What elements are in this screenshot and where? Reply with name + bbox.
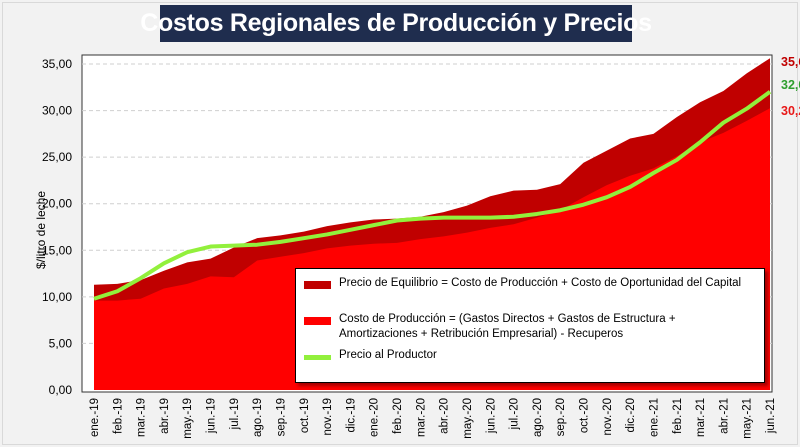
legend-label: Costo de Producción = (Gastos Directos +… [339, 313, 676, 325]
x-tick-label: jul.-20 [509, 398, 521, 430]
end-value-label: 30,25 [781, 104, 800, 118]
x-tick-label: sep.-20 [555, 398, 567, 436]
x-tick-label: sep.-19 [275, 398, 287, 436]
x-tick-label: jul.-19 [229, 398, 241, 430]
x-tick-label: mar.-19 [136, 398, 148, 437]
x-tick-label: feb.-19 [112, 398, 124, 434]
x-tick-label: nov.-20 [602, 398, 614, 436]
x-tick-label: may.-21 [742, 398, 754, 439]
y-tick-label: 5,00 [49, 336, 73, 350]
x-tick-label: may.-20 [462, 398, 474, 439]
y-tick-label: 20,00 [42, 197, 72, 211]
y-tick-label: 35,00 [42, 57, 72, 71]
legend-item-precio-productor: Precio al Productor [304, 349, 437, 361]
legend-swatch [304, 281, 331, 289]
x-tick-label: jun.-20 [485, 398, 497, 434]
legend-swatch [304, 317, 331, 325]
y-tick-label: 25,00 [42, 150, 72, 164]
x-tick-label: dic.-19 [345, 398, 357, 433]
end-value-label: 35,62 [781, 55, 800, 69]
x-tick-label: feb.-21 [672, 398, 684, 434]
chart-title: Costos Regionales de Producción y Precio… [140, 5, 652, 42]
x-tick-label: ago.-19 [252, 398, 264, 437]
x-tick-label: may.-19 [182, 398, 194, 439]
x-tick-label: abr.-20 [439, 398, 451, 434]
end-value-label: 32,02 [781, 78, 800, 92]
legend: Precio de Equilibrio = Costo de Producci… [295, 268, 765, 383]
x-tick-label: nov.-19 [322, 398, 334, 436]
x-tick-label: jun.-19 [206, 398, 218, 434]
y-tick-label: 10,00 [42, 290, 72, 304]
x-tick-label: dic.-20 [625, 398, 637, 433]
x-tick-label: feb.-20 [392, 398, 404, 434]
y-tick-label: 0,00 [49, 383, 73, 397]
x-tick-label: ene.-19 [89, 398, 101, 437]
legend-label: Precio de Equilibrio = Costo de Producci… [339, 277, 742, 289]
legend-label: Amortizaciones + Retribución Empresarial… [339, 328, 624, 340]
y-tick-label: 15,00 [42, 243, 72, 257]
x-tick-label: ago.-20 [532, 398, 544, 437]
y-tick-label: 30,00 [42, 104, 72, 118]
legend-swatch [304, 355, 331, 360]
x-tick-label: oct.-20 [579, 398, 591, 433]
legend-label: Precio al Productor [339, 349, 437, 361]
x-tick-label: ene.-20 [369, 398, 381, 437]
legend-label-wrap: Costo de Producción = (Gastos Directos +… [339, 313, 676, 340]
line-precio-productor [93, 90, 772, 301]
y-axis-label: $/litro de leche [34, 190, 49, 270]
x-tick-label: abr.-21 [718, 398, 730, 434]
x-tick-label: mar.-20 [415, 398, 427, 437]
x-tick-label: oct.-19 [299, 398, 311, 433]
x-tick-label: ene.-21 [648, 398, 660, 437]
x-tick-label: abr.-19 [159, 398, 171, 434]
legend-item-costo-produccion: Costo de Producción = (Gastos Directos +… [304, 313, 676, 340]
legend-item-equilibrio: Precio de Equilibrio = Costo de Producci… [304, 277, 741, 289]
x-tick-label: jun.-21 [765, 398, 777, 434]
x-tick-label: mar.-21 [695, 398, 707, 437]
